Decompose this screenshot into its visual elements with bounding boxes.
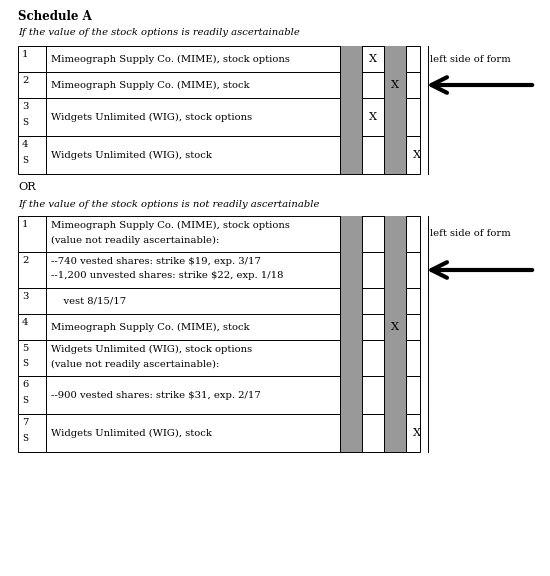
Bar bbox=[384, 376, 406, 414]
Text: If the value of the stock options is not readily ascertainable: If the value of the stock options is not… bbox=[18, 200, 320, 209]
Text: (value not readily ascertainable):: (value not readily ascertainable): bbox=[51, 236, 219, 245]
Text: X: X bbox=[413, 150, 421, 160]
Text: X: X bbox=[369, 54, 377, 64]
Text: OR: OR bbox=[18, 182, 36, 192]
Text: X: X bbox=[391, 322, 399, 332]
Bar bbox=[18, 136, 420, 174]
Bar bbox=[340, 314, 362, 340]
Text: 4: 4 bbox=[22, 140, 29, 149]
Text: S: S bbox=[22, 156, 28, 165]
Text: --740 vested shares: strike $19, exp. 3/17: --740 vested shares: strike $19, exp. 3/… bbox=[51, 257, 261, 266]
Bar bbox=[18, 414, 420, 452]
Bar bbox=[384, 216, 406, 252]
Text: 3: 3 bbox=[22, 102, 29, 111]
Bar bbox=[340, 98, 362, 136]
Text: Widgets Unlimited (WIG), stock options: Widgets Unlimited (WIG), stock options bbox=[51, 345, 252, 354]
Text: 1: 1 bbox=[22, 50, 29, 59]
Bar bbox=[18, 252, 420, 288]
Text: X: X bbox=[369, 112, 377, 122]
Text: vest 8/15/17: vest 8/15/17 bbox=[51, 297, 126, 305]
Bar bbox=[18, 314, 420, 340]
Text: 2: 2 bbox=[22, 256, 29, 265]
Bar bbox=[340, 72, 362, 98]
Bar bbox=[384, 314, 406, 340]
Text: left side of form: left side of form bbox=[430, 55, 511, 63]
Bar bbox=[18, 46, 420, 72]
Text: 3: 3 bbox=[22, 292, 29, 301]
Text: Widgets Unlimited (WIG), stock options: Widgets Unlimited (WIG), stock options bbox=[51, 112, 252, 122]
Text: 6: 6 bbox=[22, 380, 28, 389]
Text: S: S bbox=[22, 396, 28, 405]
Text: 5: 5 bbox=[22, 344, 29, 353]
Bar bbox=[340, 46, 362, 72]
Bar bbox=[18, 72, 420, 98]
Bar bbox=[384, 340, 406, 376]
Bar bbox=[340, 376, 362, 414]
Bar bbox=[384, 72, 406, 98]
Text: S: S bbox=[22, 434, 28, 443]
Text: Mimeograph Supply Co. (MIME), stock: Mimeograph Supply Co. (MIME), stock bbox=[51, 81, 250, 89]
Text: X: X bbox=[391, 80, 399, 90]
Text: left side of form: left side of form bbox=[430, 229, 511, 238]
Bar bbox=[384, 252, 406, 288]
Text: Mimeograph Supply Co. (MIME), stock options: Mimeograph Supply Co. (MIME), stock opti… bbox=[51, 55, 290, 63]
Bar bbox=[18, 340, 420, 376]
Bar bbox=[384, 98, 406, 136]
Bar bbox=[340, 288, 362, 314]
Text: If the value of the stock options is readily ascertainable: If the value of the stock options is rea… bbox=[18, 28, 300, 37]
Text: Mimeograph Supply Co. (MIME), stock options: Mimeograph Supply Co. (MIME), stock opti… bbox=[51, 221, 290, 230]
Text: 1: 1 bbox=[22, 220, 29, 229]
Text: --900 vested shares: strike $31, exp. 2/17: --900 vested shares: strike $31, exp. 2/… bbox=[51, 391, 261, 400]
Bar bbox=[340, 414, 362, 452]
Text: S: S bbox=[22, 118, 28, 127]
Text: 2: 2 bbox=[22, 76, 29, 85]
Text: Mimeograph Supply Co. (MIME), stock: Mimeograph Supply Co. (MIME), stock bbox=[51, 323, 250, 332]
Text: Widgets Unlimited (WIG), stock: Widgets Unlimited (WIG), stock bbox=[51, 150, 212, 160]
Text: X: X bbox=[413, 428, 421, 438]
Bar bbox=[384, 136, 406, 174]
Text: Widgets Unlimited (WIG), stock: Widgets Unlimited (WIG), stock bbox=[51, 429, 212, 438]
Text: Schedule A: Schedule A bbox=[18, 10, 92, 23]
Bar bbox=[18, 216, 420, 252]
Bar bbox=[340, 252, 362, 288]
Bar bbox=[384, 414, 406, 452]
Bar bbox=[18, 98, 420, 136]
Text: (value not readily ascertainable):: (value not readily ascertainable): bbox=[51, 359, 219, 369]
Bar bbox=[384, 288, 406, 314]
Bar bbox=[340, 216, 362, 252]
Text: 7: 7 bbox=[22, 418, 29, 427]
Bar bbox=[18, 376, 420, 414]
Text: --1,200 unvested shares: strike $22, exp. 1/18: --1,200 unvested shares: strike $22, exp… bbox=[51, 271, 283, 281]
Bar bbox=[384, 46, 406, 72]
Text: 4: 4 bbox=[22, 318, 29, 327]
Text: S: S bbox=[22, 359, 28, 367]
Bar bbox=[340, 340, 362, 376]
Bar bbox=[340, 136, 362, 174]
Bar bbox=[18, 288, 420, 314]
